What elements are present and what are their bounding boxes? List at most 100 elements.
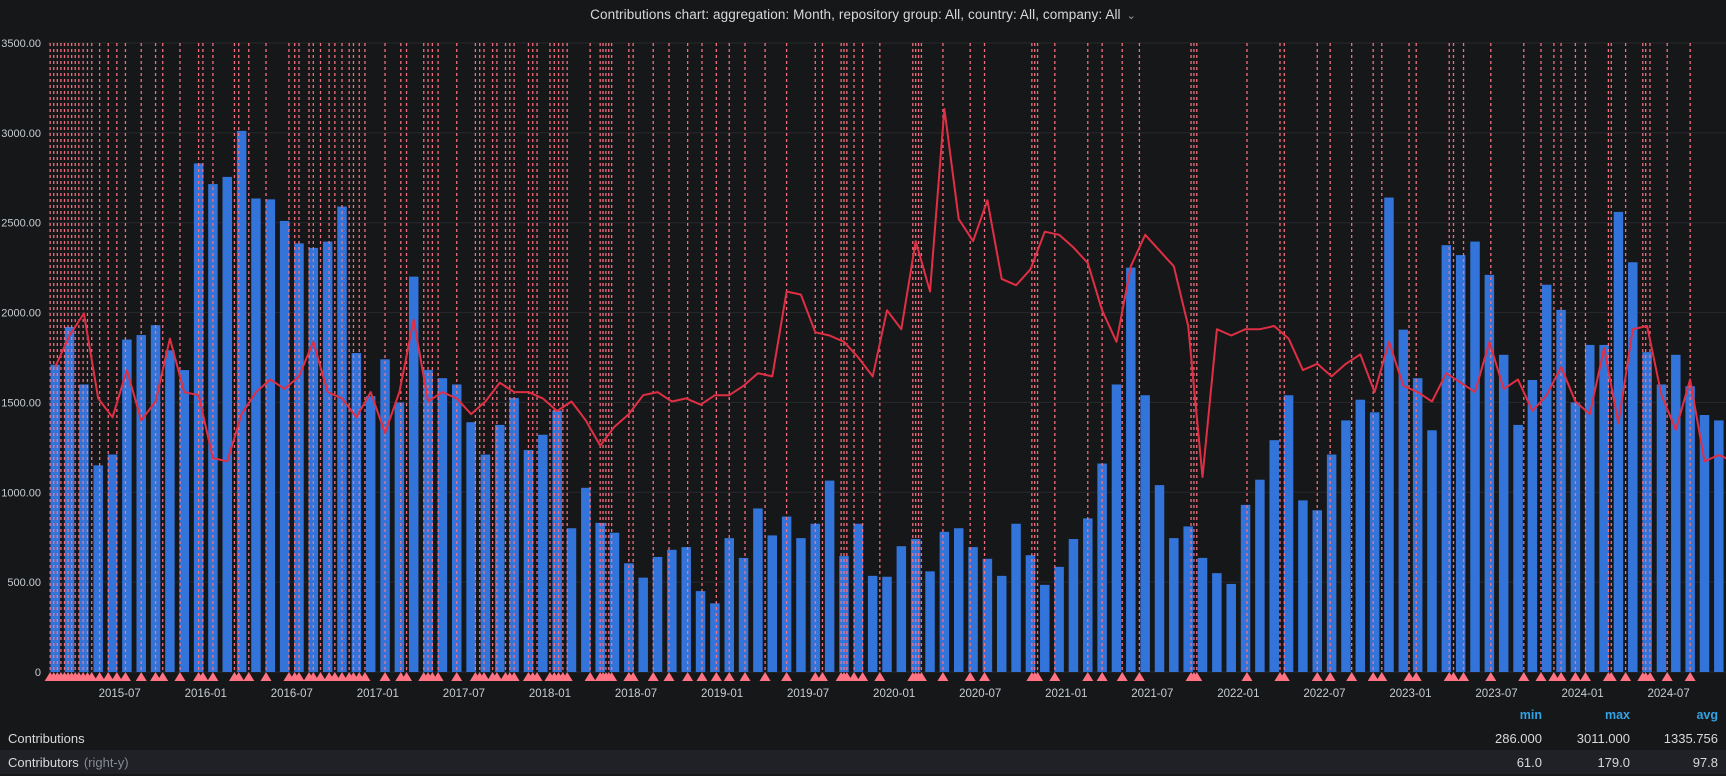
bar[interactable] xyxy=(222,176,233,672)
bar[interactable] xyxy=(1355,399,1366,672)
bar[interactable] xyxy=(1599,344,1609,672)
annotation-marker-icon[interactable] xyxy=(606,672,618,681)
panel-title[interactable]: Contributions chart: aggregation: Month,… xyxy=(590,6,1121,22)
annotation-marker-icon[interactable] xyxy=(1311,672,1323,681)
annotation-marker-icon[interactable] xyxy=(401,672,413,681)
annotation-marker-icon[interactable] xyxy=(491,672,503,681)
annotation-marker-icon[interactable] xyxy=(1684,672,1696,681)
bar[interactable] xyxy=(638,577,648,672)
bar[interactable] xyxy=(1068,539,1079,672)
annotation-marker-icon[interactable] xyxy=(1555,672,1567,681)
bar[interactable] xyxy=(996,575,1007,672)
bar[interactable] xyxy=(910,539,921,672)
legend-col-avg[interactable]: avg xyxy=(1696,708,1718,722)
annotation-marker-icon[interactable] xyxy=(102,672,114,681)
bar[interactable] xyxy=(495,424,505,672)
bar[interactable] xyxy=(1240,504,1251,672)
bar[interactable] xyxy=(466,422,476,672)
annotation-marker-icon[interactable] xyxy=(174,672,186,681)
bar[interactable] xyxy=(1298,500,1308,672)
bar[interactable] xyxy=(1613,211,1624,672)
annotation-marker-icon[interactable] xyxy=(584,672,596,681)
annotation-marker-icon[interactable] xyxy=(1410,672,1422,681)
bar[interactable] xyxy=(1011,523,1021,672)
annotation-marker-icon[interactable] xyxy=(937,672,949,681)
annotation-marker-icon[interactable] xyxy=(1133,672,1145,681)
annotation-marker-icon[interactable] xyxy=(1324,672,1336,681)
annotation-marker-icon[interactable] xyxy=(1485,672,1497,681)
bar[interactable] xyxy=(753,508,763,672)
annotation-marker-icon[interactable] xyxy=(874,672,886,681)
bar[interactable] xyxy=(1025,555,1036,672)
annotation-marker-icon[interactable] xyxy=(432,672,444,681)
bar[interactable] xyxy=(1656,384,1667,672)
bar[interactable] xyxy=(1341,420,1351,672)
bar[interactable] xyxy=(1455,255,1466,672)
bar[interactable] xyxy=(150,325,161,672)
bar[interactable] xyxy=(767,535,778,672)
annotation-marker-icon[interactable] xyxy=(1032,672,1044,681)
annotation-marker-icon[interactable] xyxy=(1403,672,1415,681)
bar[interactable] xyxy=(1054,566,1064,672)
annotation-marker-icon[interactable] xyxy=(86,672,98,681)
bar[interactable] xyxy=(1441,245,1452,672)
legend-series-label[interactable]: Contributions xyxy=(8,730,85,746)
bar[interactable] xyxy=(136,335,146,672)
annotation-marker-icon[interactable] xyxy=(243,672,255,681)
bar[interactable] xyxy=(1541,284,1552,672)
bar[interactable] xyxy=(1470,241,1480,672)
annotation-marker-icon[interactable] xyxy=(841,672,853,681)
annotation-marker-icon[interactable] xyxy=(696,672,708,681)
annotation-marker-icon[interactable] xyxy=(1367,672,1379,681)
annotation-marker-icon[interactable] xyxy=(329,672,341,681)
bar[interactable] xyxy=(1255,479,1265,672)
bar[interactable] xyxy=(824,480,835,672)
bar[interactable] xyxy=(122,339,132,672)
legend-row-contributors[interactable]: Contributors (right-y) 61.0 179.0 97.8 xyxy=(0,750,1726,774)
bar[interactable] xyxy=(437,378,448,672)
annotation-marker-icon[interactable] xyxy=(478,672,490,681)
annotation-marker-icon[interactable] xyxy=(1579,672,1591,681)
annotation-marker-icon[interactable] xyxy=(710,672,722,681)
chevron-down-icon[interactable]: ⌄ xyxy=(1126,9,1136,22)
bar[interactable] xyxy=(796,538,806,672)
bar[interactable] xyxy=(1126,267,1136,672)
bar[interactable] xyxy=(394,402,405,672)
annotation-marker-icon[interactable] xyxy=(848,672,860,681)
bar[interactable] xyxy=(1427,430,1437,672)
legend-row-contributions[interactable]: Contributions 286.000 3011.000 1335.756 xyxy=(0,726,1726,750)
bar[interactable] xyxy=(1369,412,1380,672)
annotation-marker-icon[interactable] xyxy=(964,672,976,681)
annotation-marker-icon[interactable] xyxy=(1620,672,1632,681)
bar[interactable] xyxy=(265,199,276,672)
bar[interactable] xyxy=(724,538,734,672)
bar[interactable] xyxy=(538,434,548,672)
annotation-marker-icon[interactable] xyxy=(816,672,828,681)
bar[interactable] xyxy=(322,241,333,672)
annotation-marker-icon[interactable] xyxy=(157,672,169,681)
bar[interactable] xyxy=(1699,415,1710,672)
trend-line[interactable] xyxy=(54,108,1726,478)
annotation-marker-icon[interactable] xyxy=(379,672,391,681)
bar[interactable] xyxy=(1384,197,1394,672)
bar[interactable] xyxy=(1714,420,1724,672)
annotation-marker-icon[interactable] xyxy=(1049,672,1061,681)
bar[interactable] xyxy=(279,220,290,672)
bar[interactable] xyxy=(107,454,118,672)
legend-col-max[interactable]: max xyxy=(1604,708,1630,722)
bar[interactable] xyxy=(1642,352,1652,672)
annotation-marker-icon[interactable] xyxy=(111,672,123,681)
bar[interactable] xyxy=(1283,395,1294,672)
bar[interactable] xyxy=(882,576,892,672)
bar[interactable] xyxy=(1212,573,1222,672)
bar[interactable] xyxy=(79,384,89,672)
bar[interactable] xyxy=(867,575,878,672)
annotation-marker-icon[interactable] xyxy=(1278,672,1290,681)
panel-title-bar[interactable]: Contributions chart: aggregation: Month,… xyxy=(0,0,1726,28)
legend-series-label[interactable]: Contributors xyxy=(8,754,79,770)
bar[interactable] xyxy=(251,198,261,672)
annotation-marker-icon[interactable] xyxy=(915,672,927,681)
annotation-marker-icon[interactable] xyxy=(307,672,319,681)
chart-canvas[interactable]: 3500.00 3000.00 2500.00 2000.00 1500.00 1000.… xyxy=(0,28,1726,704)
bar[interactable] xyxy=(1040,584,1050,672)
